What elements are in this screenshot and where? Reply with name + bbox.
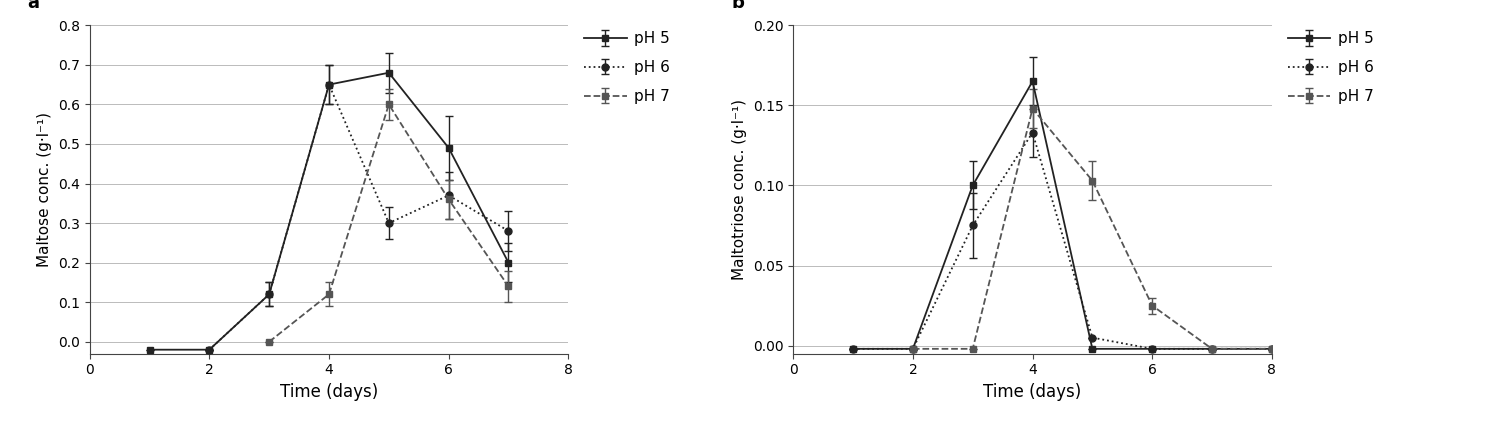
Legend: pH 5, pH 6, pH 7: pH 5, pH 6, pH 7 bbox=[1281, 25, 1380, 110]
Text: b: b bbox=[731, 0, 745, 12]
Y-axis label: Maltose conc. (g·l⁻¹): Maltose conc. (g·l⁻¹) bbox=[37, 112, 52, 267]
X-axis label: Time (days): Time (days) bbox=[280, 383, 378, 401]
Text: a: a bbox=[27, 0, 39, 12]
Y-axis label: Maltotriose conc. (g·l⁻¹): Maltotriose conc. (g·l⁻¹) bbox=[733, 99, 748, 280]
Legend: pH 5, pH 6, pH 7: pH 5, pH 6, pH 7 bbox=[579, 25, 676, 110]
X-axis label: Time (days): Time (days) bbox=[984, 383, 1082, 401]
